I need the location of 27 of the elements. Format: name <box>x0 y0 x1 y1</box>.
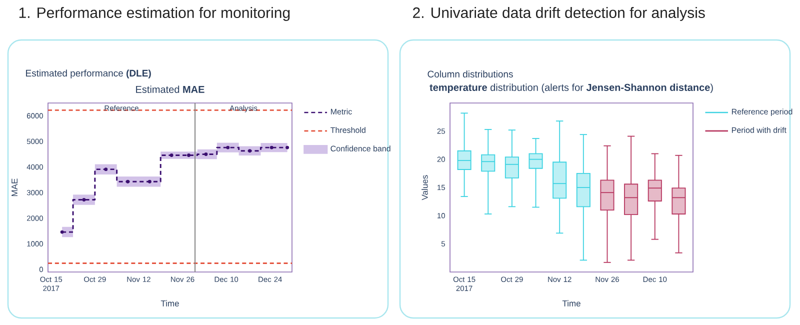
y-axis-title: Values <box>422 175 428 200</box>
point <box>204 152 208 156</box>
y-axis-title: MAE <box>12 178 18 196</box>
point <box>226 146 230 150</box>
point <box>104 168 108 172</box>
legend-label: Confidence band <box>330 146 390 152</box>
point <box>82 198 86 202</box>
x-axis-title: Time <box>562 300 580 306</box>
point <box>270 146 274 150</box>
point <box>60 230 64 234</box>
point <box>286 146 290 150</box>
chart-subtitle: Column distributions <box>428 70 513 78</box>
point <box>148 180 152 184</box>
x-axis-title: Time <box>160 300 179 306</box>
point <box>170 154 174 157</box>
chart-subtitle: Estimated performance (DLE) <box>26 70 151 78</box>
chart-title: temperature distribution (alerts for Jensen-Shannon distance) <box>430 84 713 93</box>
point <box>248 149 252 153</box>
legend-label: Threshold <box>330 127 366 133</box>
text: 2. Univariate data drift detection for analysis <box>413 7 705 21</box>
point <box>126 180 130 184</box>
legend-label: Reference period <box>732 108 792 116</box>
legend-label: Period with drift <box>732 127 786 133</box>
text: 1. Performance estimation for monitoring <box>19 7 290 21</box>
chart-title: Estimated MAE <box>136 86 204 93</box>
legend-label: Metric <box>330 108 352 114</box>
point <box>187 154 190 157</box>
